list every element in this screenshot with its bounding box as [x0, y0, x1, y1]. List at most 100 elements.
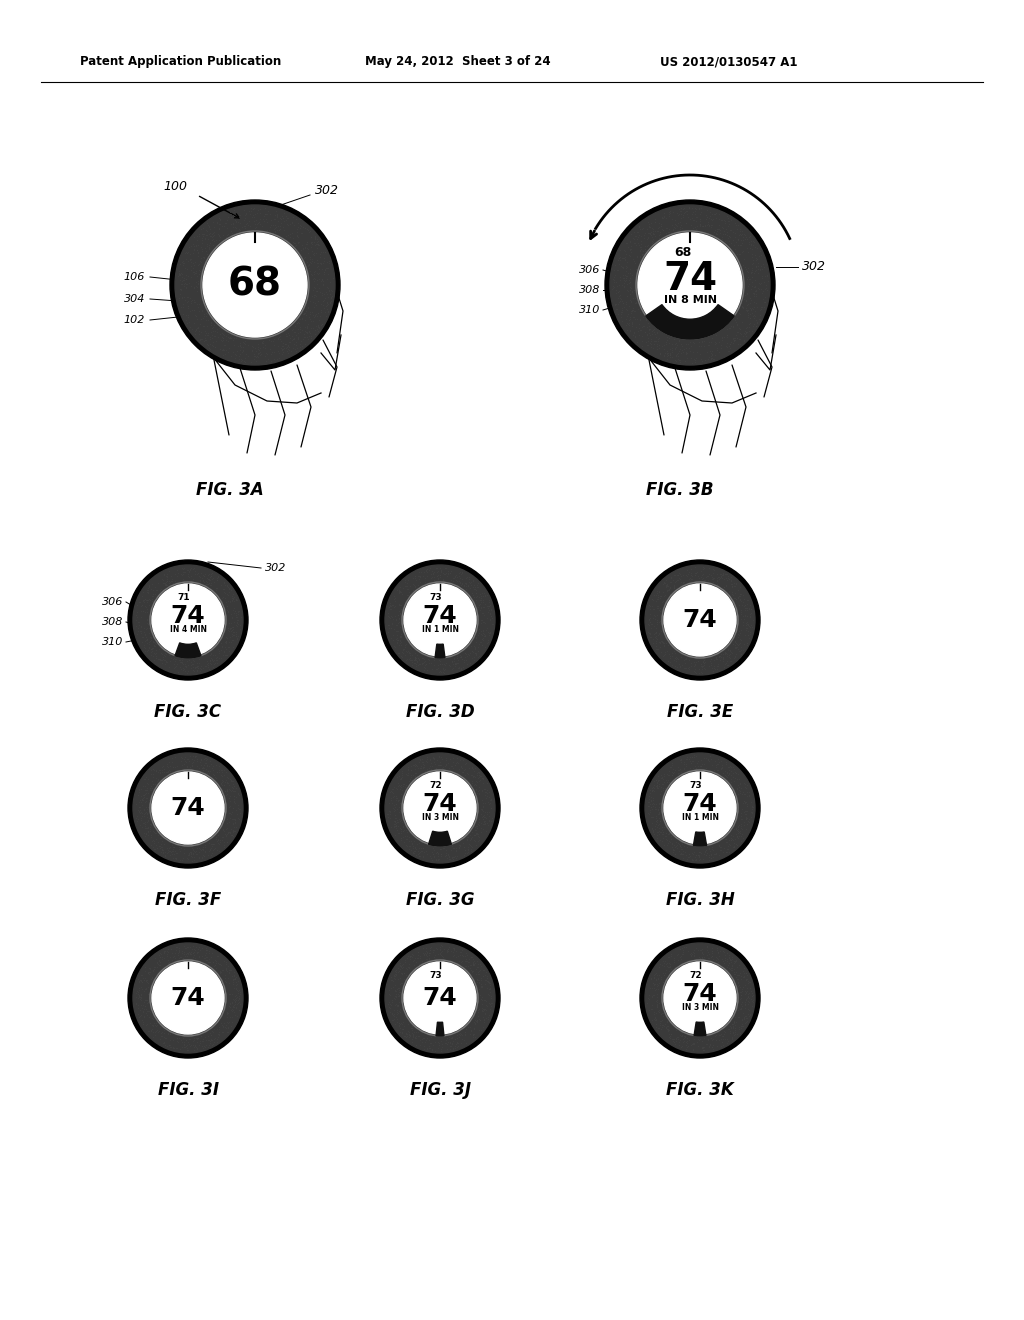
- Point: [421, 1030, 437, 1051]
- Point: [294, 308, 310, 329]
- Point: [199, 755, 215, 776]
- Point: [746, 260, 763, 281]
- Point: [408, 1027, 424, 1048]
- Point: [700, 207, 717, 228]
- Point: [316, 289, 333, 310]
- Point: [647, 220, 664, 242]
- Point: [220, 822, 237, 843]
- Point: [432, 653, 449, 675]
- Point: [194, 300, 210, 321]
- Point: [471, 783, 487, 804]
- Point: [650, 220, 667, 242]
- Point: [725, 222, 741, 243]
- Point: [466, 1024, 482, 1045]
- Point: [459, 826, 475, 847]
- Point: [274, 206, 291, 227]
- Point: [614, 301, 631, 322]
- Point: [408, 1028, 424, 1049]
- Point: [477, 964, 494, 985]
- Point: [729, 820, 745, 841]
- Point: [210, 825, 226, 846]
- Point: [709, 756, 725, 777]
- Point: [187, 318, 204, 339]
- Point: [686, 1032, 702, 1053]
- Point: [440, 752, 457, 774]
- Point: [721, 756, 737, 777]
- Point: [401, 642, 418, 663]
- Point: [642, 337, 658, 358]
- Point: [132, 964, 148, 985]
- Point: [201, 952, 217, 973]
- Point: [447, 752, 464, 774]
- Point: [719, 942, 735, 964]
- Point: [641, 318, 657, 339]
- Point: [659, 1015, 676, 1036]
- Point: [682, 568, 698, 589]
- Point: [440, 562, 457, 583]
- Text: 310: 310: [579, 305, 600, 315]
- Point: [458, 956, 474, 977]
- Point: [452, 950, 468, 972]
- Point: [733, 323, 750, 345]
- Point: [274, 339, 291, 360]
- Point: [727, 327, 743, 348]
- Point: [474, 772, 490, 793]
- Point: [732, 599, 749, 620]
- Point: [224, 991, 241, 1012]
- Point: [687, 201, 703, 222]
- Point: [226, 817, 243, 838]
- Point: [228, 987, 245, 1008]
- Point: [157, 845, 173, 866]
- Point: [147, 828, 164, 849]
- Point: [257, 334, 273, 355]
- Point: [130, 801, 146, 822]
- Point: [649, 589, 666, 610]
- Point: [425, 564, 441, 585]
- Point: [467, 578, 483, 599]
- Point: [720, 764, 736, 785]
- Point: [142, 590, 159, 611]
- Point: [743, 247, 760, 268]
- Point: [692, 1028, 709, 1049]
- Point: [184, 840, 201, 861]
- Point: [654, 962, 671, 983]
- Point: [422, 939, 438, 960]
- Point: [188, 841, 205, 862]
- Point: [138, 609, 155, 630]
- Point: [182, 300, 199, 321]
- Point: [483, 808, 500, 829]
- Point: [410, 644, 426, 665]
- Point: [727, 1022, 743, 1043]
- Point: [415, 942, 431, 964]
- Point: [473, 821, 489, 842]
- Point: [194, 301, 210, 322]
- Point: [218, 825, 234, 846]
- Point: [234, 341, 251, 362]
- Point: [230, 205, 247, 226]
- Point: [724, 1026, 740, 1047]
- Point: [626, 321, 642, 342]
- Point: [706, 656, 722, 677]
- Point: [140, 618, 157, 639]
- Point: [666, 1028, 682, 1049]
- Point: [692, 198, 709, 219]
- Point: [414, 841, 430, 862]
- Point: [263, 214, 280, 235]
- Point: [697, 1034, 714, 1055]
- Point: [422, 1032, 438, 1053]
- Point: [468, 632, 484, 653]
- Point: [644, 628, 660, 649]
- Point: [637, 238, 653, 259]
- Point: [690, 843, 707, 865]
- Point: [452, 941, 468, 962]
- Point: [709, 220, 725, 242]
- Point: [201, 216, 217, 238]
- Point: [403, 764, 420, 785]
- Point: [695, 331, 712, 352]
- Point: [651, 585, 668, 606]
- Point: [179, 942, 196, 964]
- Point: [417, 1031, 433, 1052]
- Point: [455, 833, 471, 854]
- Point: [247, 346, 263, 367]
- Point: [216, 764, 232, 785]
